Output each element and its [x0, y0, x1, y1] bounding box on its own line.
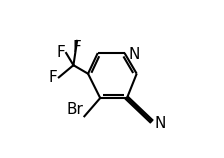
Text: F: F [56, 45, 65, 60]
Text: N: N [128, 47, 140, 62]
Text: F: F [49, 70, 58, 85]
Text: F: F [73, 40, 82, 55]
Text: Br: Br [67, 102, 84, 117]
Text: N: N [155, 116, 166, 131]
